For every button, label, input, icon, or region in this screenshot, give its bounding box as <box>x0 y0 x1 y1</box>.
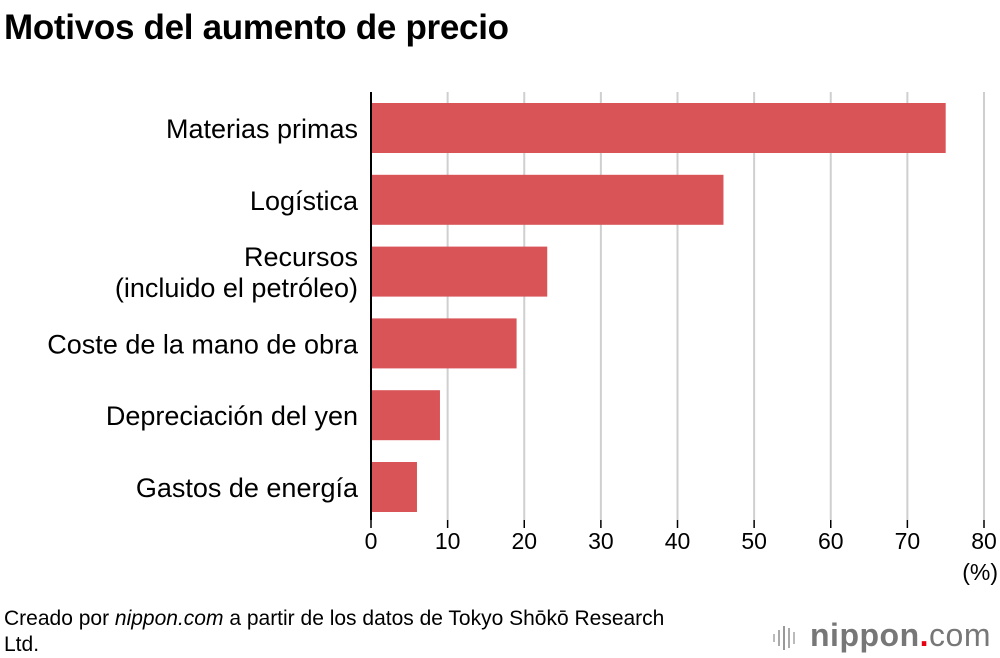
source-prefix: Creado por <box>4 607 115 630</box>
logo-name: nippon <box>810 617 920 653</box>
category-label-line: Depreciación del yen <box>106 401 358 431</box>
category-label-line: Materias primas <box>166 114 358 144</box>
source-note: Creado por nippon.com a partir de los da… <box>4 606 704 658</box>
category-label: Materias primas <box>166 114 358 144</box>
x-tick-label: 40 <box>665 528 691 554</box>
bar <box>371 246 548 297</box>
x-tick-label: 10 <box>435 528 461 554</box>
category-label-line: Logística <box>250 186 359 216</box>
category-label: Logística <box>250 186 359 216</box>
category-label: Recursos (incluido el petróleo) <box>115 242 358 303</box>
category-label-line: Coste de la mano de obra <box>47 329 359 359</box>
bar <box>371 318 517 369</box>
x-tick-label: 70 <box>895 528 921 554</box>
logo-dot: . <box>919 617 930 653</box>
source-site: nippon.com <box>114 607 224 630</box>
bar <box>371 390 440 441</box>
x-tick-label: 50 <box>741 528 767 554</box>
category-label-line: (incluido el petróleo) <box>115 273 358 303</box>
category-label: Coste de la mano de obra <box>47 329 359 359</box>
bar <box>371 174 724 225</box>
logo-tld: com <box>929 617 991 653</box>
category-label-line: Recursos <box>244 242 358 272</box>
category-label: Gastos de energía <box>136 473 359 503</box>
chart-title: Motivos del aumento de precio <box>4 8 509 47</box>
category-label: Depreciación del yen <box>106 401 358 431</box>
bar <box>371 103 946 153</box>
x-tick-label: 30 <box>588 528 614 554</box>
x-tick-label: 60 <box>818 528 844 554</box>
x-tick-label: 20 <box>511 528 537 554</box>
x-tick-label: 80 <box>971 528 997 554</box>
x-axis-label: (%) <box>962 559 998 585</box>
bar-chart: 0 10 20 30 40 50 60 70 80 (%) Materias primas Logís… <box>47 92 998 585</box>
bar <box>371 462 417 512</box>
logo-wave-icon <box>773 625 795 650</box>
x-tick-label: 0 <box>365 528 378 554</box>
nippon-logo: nippon.com <box>772 617 991 654</box>
source-suffix: a partir de los datos de Tokyo Shōkō Res… <box>4 607 665 656</box>
category-label-line: Gastos de energía <box>136 473 359 503</box>
